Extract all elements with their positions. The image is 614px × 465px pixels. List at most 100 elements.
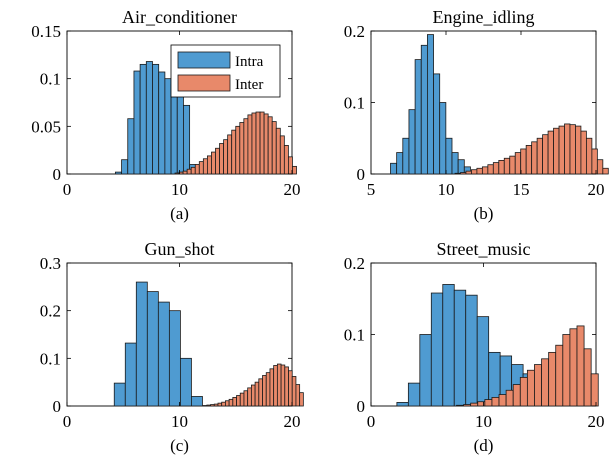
histogram-bar: [484, 399, 493, 407]
chart-title: Gun_shot: [144, 239, 214, 259]
histogram-bar: [223, 139, 229, 175]
histogram-bar: [258, 378, 263, 407]
chart-title: Street_music: [437, 239, 531, 259]
histogram-bar: [254, 381, 260, 407]
x-tick-label: 10: [171, 180, 188, 199]
histogram-bar: [213, 403, 219, 407]
histogram-bar: [465, 294, 478, 407]
histogram-bar: [591, 148, 598, 175]
histogram-bar: [414, 59, 422, 175]
y-tick-label: 0.3: [40, 254, 61, 273]
histogram-bar: [113, 382, 126, 407]
histogram-bar: [146, 291, 159, 407]
series-intra: [113, 281, 203, 407]
histogram-bar: [276, 363, 282, 407]
histogram-bar: [206, 404, 211, 407]
histogram-bar: [470, 402, 479, 407]
histogram-bar: [487, 164, 494, 175]
histogram-bar: [586, 137, 593, 175]
histogram-bar: [576, 325, 585, 407]
histogram-bar: [596, 159, 604, 175]
histogram-bar: [247, 387, 252, 407]
histogram-bar: [580, 130, 587, 175]
histogram-bar: [288, 370, 293, 407]
histogram-bar: [194, 164, 200, 175]
histogram-bar: [442, 284, 455, 407]
histogram-bar: [235, 125, 241, 175]
histogram-bar: [265, 372, 271, 407]
series-inter: [456, 325, 599, 407]
histogram-bar: [555, 344, 564, 407]
histogram-bar: [419, 334, 432, 407]
histogram-bar: [262, 375, 267, 407]
histogram-bar: [121, 159, 129, 175]
panel-caption: (d): [474, 436, 494, 455]
histogram-bar: [454, 172, 461, 175]
series-intra: [390, 34, 471, 175]
histogram-bar: [221, 401, 226, 407]
histogram-bar: [519, 376, 528, 407]
histogram-bar: [481, 166, 489, 175]
histogram-bar: [562, 334, 571, 407]
histogram-bar: [135, 281, 148, 407]
histogram-bar: [114, 171, 122, 175]
histogram-bar: [299, 392, 304, 407]
panel-caption: (c): [170, 436, 189, 455]
histogram-bar: [520, 148, 527, 175]
x-tick-label: 0: [63, 412, 72, 431]
histogram-bar: [210, 404, 215, 407]
y-tick-label: 0.2: [40, 302, 61, 321]
x-tick-label: 20: [284, 412, 301, 431]
histogram-bar: [183, 104, 191, 175]
histogram-bar: [202, 158, 208, 175]
y-tick-label: 0: [357, 165, 366, 184]
legend-label-intra: Intra: [235, 54, 264, 70]
histogram-bar: [426, 34, 434, 175]
histogram-bar: [284, 366, 289, 407]
histogram-bar: [536, 137, 544, 175]
chart-panel-b: 5 10 15 20 0 0.1 0.2 Engine_idling (b): [344, 7, 609, 223]
histogram-bar: [471, 169, 478, 175]
histogram-bar: [275, 127, 281, 175]
histogram-bar: [145, 61, 153, 175]
histogram-bar: [558, 125, 565, 175]
histogram-bar: [191, 396, 203, 407]
histogram-bar: [239, 392, 245, 407]
x-tick-label: 20: [284, 180, 301, 199]
histogram-bar: [505, 389, 514, 407]
histogram-bar: [451, 152, 459, 175]
histogram-bar: [463, 404, 472, 407]
histogram-bar: [227, 134, 233, 175]
histogram-bar: [243, 118, 249, 175]
histogram-bar: [498, 160, 505, 175]
histogram-bar: [453, 289, 467, 407]
histogram-bar: [215, 147, 220, 175]
histogram-bar: [396, 402, 409, 407]
histogram-bar: [232, 397, 237, 407]
histogram-bar: [547, 130, 554, 175]
histogram-bar: [182, 170, 188, 175]
histogram-bar: [492, 162, 500, 175]
histogram-bar: [498, 394, 507, 407]
histogram-bar: [127, 118, 135, 175]
histogram-bar: [525, 144, 533, 175]
histogram-bar: [569, 328, 578, 407]
histogram-bar: [460, 172, 467, 175]
series-inter: [174, 111, 297, 175]
histogram-bar: [217, 402, 223, 407]
histogram-bar: [273, 365, 278, 407]
histogram-bar: [283, 144, 289, 175]
chart-panel-c: 0 10 20 0 0.1 0.2 0.3 Gun_shot (c): [40, 239, 304, 455]
x-tick-label: 10: [475, 412, 492, 431]
histogram-bar: [251, 112, 257, 175]
histogram-bar: [503, 157, 511, 175]
histogram-bar: [407, 382, 421, 407]
histogram-bar: [531, 141, 538, 175]
histogram-bar: [259, 111, 265, 175]
x-tick-label: 20: [588, 180, 605, 199]
x-tick-label: 20: [588, 412, 605, 431]
histogram-bar: [239, 122, 245, 175]
histogram-bar: [476, 167, 483, 175]
